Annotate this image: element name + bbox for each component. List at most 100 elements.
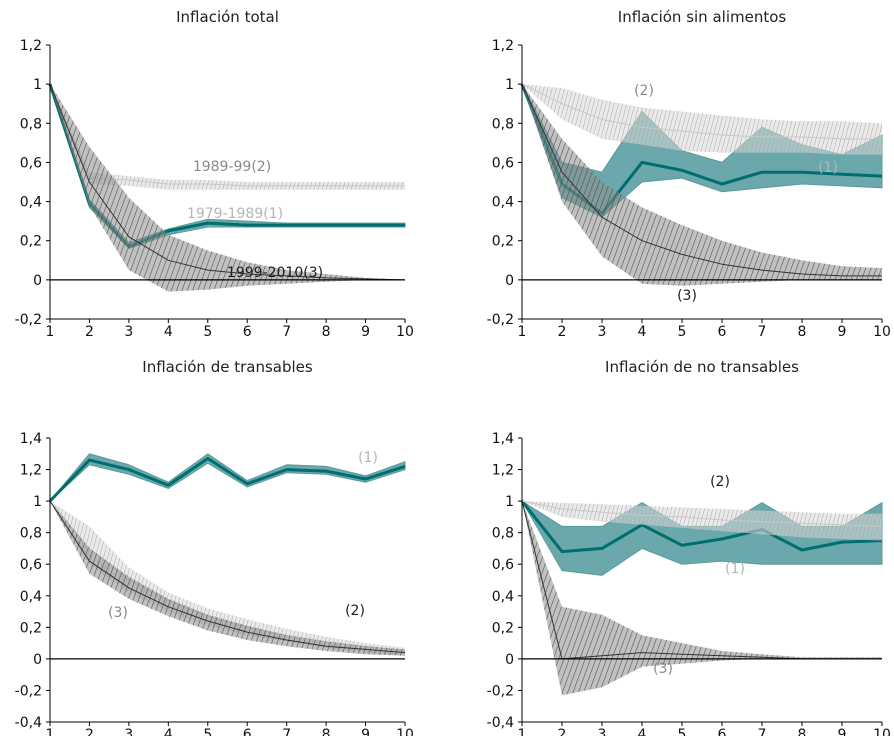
x-tick-label: 5 [203,324,212,340]
series-label: (1) [725,561,745,577]
x-tick-label: 7 [758,727,767,736]
x-tick-label: 4 [164,324,173,340]
series-label: (3) [108,605,128,621]
x-tick-label: 4 [164,727,173,736]
series-label: (2) [634,83,654,99]
x-tick-label: 2 [558,324,567,340]
chart-title: Inflación de transables [142,358,313,376]
y-tick-label: 1,2 [492,38,514,54]
x-tick-label: 7 [282,324,291,340]
series-label: (3) [677,288,697,304]
y-tick-label: 1 [33,77,42,93]
y-tick-label: 0,4 [20,195,42,211]
x-tick-label: 2 [85,324,94,340]
y-tick-label: 0,2 [20,620,42,636]
x-tick-label: 3 [124,324,133,340]
y-tick-label: -0,2 [487,683,514,699]
chart-panel-1: Inflación total 1979-1989(1) 1989-99(2) 199… [15,8,414,340]
series-label: 1979-1989(1) [187,206,283,222]
y-tick-label: 0,6 [492,557,514,573]
y-tick-label: 1,2 [492,463,514,479]
x-tick-label: 1 [46,324,55,340]
x-tick-label: 10 [873,324,891,340]
x-tick-label: 4 [638,324,647,340]
y-tick-label: -0,4 [487,715,514,731]
x-tick-label: 9 [361,727,370,736]
confidence-band [50,501,405,656]
x-tick-label: 8 [798,324,807,340]
series-label: (3) [653,661,673,677]
series-line [521,83,882,140]
x-tick-label: 8 [322,324,331,340]
x-tick-label: 2 [558,727,567,736]
series-label: (2) [345,603,365,619]
x-tick-label: 6 [718,324,727,340]
y-tick-label: -0,2 [487,312,514,328]
y-tick-label: 0,6 [20,557,42,573]
x-tick-label: 9 [838,727,847,736]
y-tick-label: 0 [505,652,514,668]
x-tick-label: 8 [322,727,331,736]
y-tick-label: 0,2 [492,620,514,636]
x-tick-label: 8 [798,727,807,736]
y-tick-label: 0 [33,273,42,289]
series-label: 1989-99(2) [193,159,271,175]
y-tick-label: 0,2 [20,234,42,250]
x-tick-label: 1 [518,324,527,340]
y-tick-label: 0 [33,652,42,668]
series-label: 1999-2010(3) [227,265,323,281]
x-tick-label: 3 [598,727,607,736]
y-tick-label: -0,2 [15,683,42,699]
y-tick-label: 1,2 [20,463,42,479]
y-tick-label: 0,6 [20,155,42,171]
series-label: (1) [358,450,378,466]
x-tick-label: 9 [361,324,370,340]
y-tick-label: 0,2 [492,234,514,250]
x-tick-label: 9 [838,324,847,340]
x-tick-label: 10 [396,727,414,736]
confidence-band [522,501,882,696]
x-tick-label: 7 [758,324,767,340]
x-tick-label: 5 [678,727,687,736]
x-tick-label: 5 [203,727,212,736]
x-tick-label: 10 [873,727,891,736]
confidence-band [50,84,405,292]
series-line [49,500,406,654]
confidence-band [49,453,406,502]
y-tick-label: 1,2 [20,38,42,54]
y-tick-label: 0,4 [492,195,514,211]
chart-title: Inflación de no transables [605,358,799,376]
series-label: (1) [818,160,838,176]
series-line [48,457,406,503]
x-tick-label: 4 [638,727,647,736]
chart-panel-2: Inflación sin alimentos (1) (2) (3) -0,2 0 0,2… [487,8,891,340]
confidence-band [522,501,882,541]
y-tick-label: 1 [505,494,514,510]
x-tick-label: 1 [518,727,527,736]
chart-title: Inflación sin alimentos [618,8,787,26]
series-line [521,500,883,527]
x-tick-label: 10 [396,324,414,340]
chart-panel-3: Inflación de transables (1) (2) (3) -0,4 -0,2… [15,358,414,740]
y-tick-label: 0,8 [20,116,42,132]
y-tick-label: 1,4 [20,431,42,447]
x-tick-label: 6 [718,727,727,736]
x-tick-label: 6 [243,324,252,340]
y-tick-label: -0,4 [15,715,42,731]
y-tick-label: 1 [33,494,42,510]
chart-title: Inflación total [176,8,279,26]
x-tick-label: 7 [282,727,291,736]
x-tick-label: 1 [46,727,55,736]
series-line [521,83,882,277]
y-tick-label: 0,8 [20,526,42,542]
y-tick-label: 0,8 [492,526,514,542]
x-tick-label: 6 [243,727,252,736]
series-label: (2) [710,474,730,490]
x-tick-label: 2 [85,727,94,736]
y-tick-label: 0,8 [492,116,514,132]
y-tick-label: 0,4 [492,589,514,605]
confidence-band [522,84,882,286]
x-tick-label: 3 [124,727,133,736]
